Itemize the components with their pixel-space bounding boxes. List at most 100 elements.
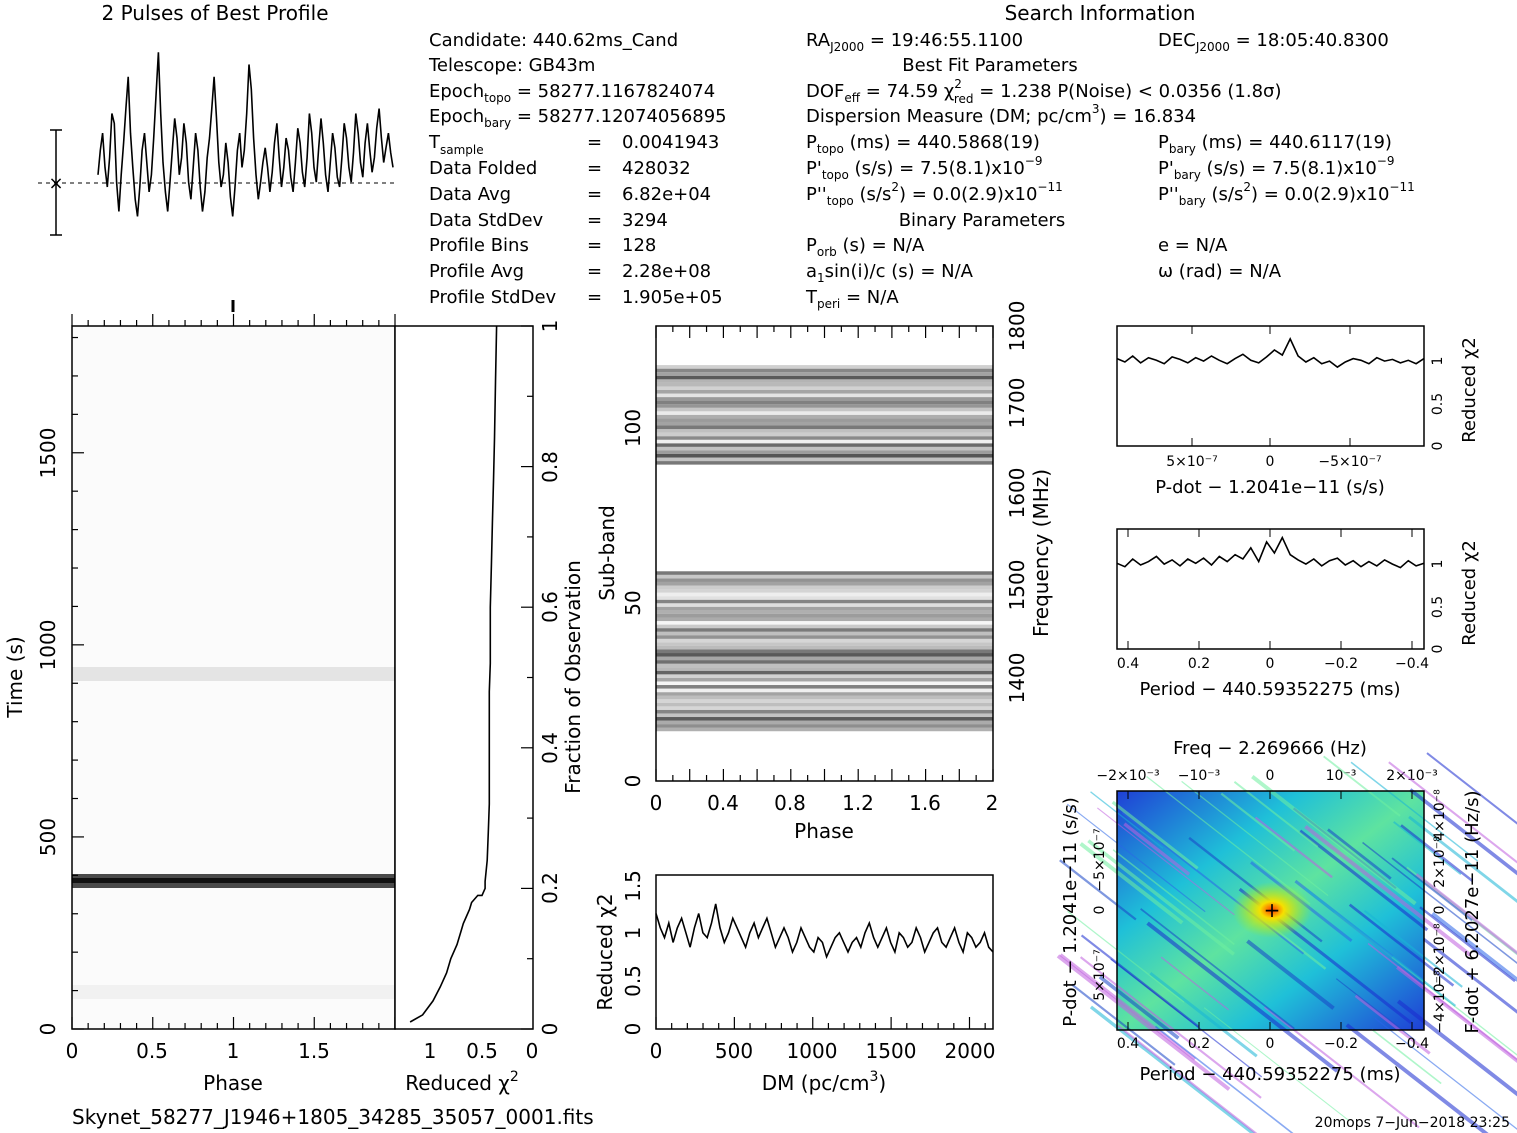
pp-streak <box>1400 824 1474 882</box>
cf-ytick-2: 0.4 <box>538 732 562 764</box>
pp-streak <box>1246 939 1335 1010</box>
subband-row <box>656 635 993 639</box>
tp-faint-row <box>72 985 395 999</box>
std-value: 3294 <box>622 210 668 231</box>
subband-row <box>656 368 993 373</box>
subband-row <box>656 574 993 579</box>
pstd-value: 1.905e+05 <box>622 287 723 308</box>
subband-row <box>656 670 993 675</box>
tp-bright-row <box>72 667 395 681</box>
cf-xtick-1: 0.5 <box>466 1039 498 1063</box>
sb-y2tick-1: 1500 <box>1005 560 1029 611</box>
dm-panel <box>655 874 994 1030</box>
pp-ylabel: P-dot − 1.2041e−11 (s/s) <box>1060 797 1081 1027</box>
avg-eq: = <box>587 184 602 205</box>
pp-streak <box>1123 822 1191 876</box>
telescope-text: Telescope: GB43m <box>428 55 595 76</box>
pdbary-text: P'bary (s/s) = 7.5(8.1)x10−9 <box>1158 154 1395 182</box>
pp-toptick-4: 2×10⁻³ <box>1386 768 1437 784</box>
pp-streak <box>1323 755 1401 817</box>
cf-y-ticklabels: 0 0.2 0.4 0.6 0.8 1 <box>538 320 562 1036</box>
pp-y-ticklabels: −5×10⁻⁷ 0 5×10⁻⁷ <box>1092 828 1108 1000</box>
period-chi2-line <box>1116 535 1425 569</box>
pp-y2label: F-dot + 6.2027e−11 (Hz/s) <box>1462 790 1483 1033</box>
subband-row <box>656 667 993 671</box>
profile-errorbar: × <box>38 129 395 236</box>
pdot-panel <box>1116 325 1425 447</box>
subband-row <box>656 365 993 369</box>
pp-streak <box>1110 958 1263 1078</box>
porb-text: Porb (s) = N/A <box>806 235 925 259</box>
cf-ylabel: Fraction of Observation <box>561 560 585 794</box>
tp-ylabel: Time (s) <box>3 636 27 718</box>
subband-row <box>656 656 993 661</box>
pd-xlabel: P-dot − 1.2041e−11 (s/s) <box>1155 477 1385 498</box>
pp-streak <box>1079 842 1184 925</box>
pstd-eq: = <box>587 287 602 308</box>
subband-row <box>656 450 993 454</box>
subband-row <box>656 432 993 437</box>
sb-y2tick-4: 1800 <box>1005 301 1029 352</box>
subband-row <box>656 379 993 383</box>
pd-ytick-0: 0 <box>1430 442 1446 451</box>
profile-title: 2 Pulses of Best Profile <box>102 1 329 25</box>
pp-streak <box>1233 781 1319 848</box>
pp-streak <box>1362 841 1517 964</box>
sb-y2tick-2: 1600 <box>1005 468 1029 519</box>
dec-text: DECJ2000 = 18:05:40.8300 <box>1158 30 1389 54</box>
pp-streak <box>1263 1006 1420 1129</box>
cf-ytick-1: 0.2 <box>538 872 562 904</box>
tp-ytick-2: 1000 <box>36 620 60 671</box>
pd-xtick-0: 5×10⁻⁷ <box>1166 454 1217 470</box>
subband-row <box>656 699 993 703</box>
sb-x-ticklabels: 0 0.4 0.8 1.2 1.6 2 <box>650 791 999 815</box>
pp-streak <box>1154 1025 1294 1133</box>
std-label: Data StdDev <box>429 210 544 231</box>
subband-row <box>656 592 993 597</box>
pp-xtick-4: −0.4 <box>1395 1036 1429 1052</box>
subband-row <box>656 621 993 625</box>
per-xtick-1: 0.2 <box>1188 656 1210 672</box>
pp-xtick-2: 0 <box>1266 1036 1275 1052</box>
dm-ytick-3: 1.5 <box>621 870 645 902</box>
pavg-value: 2.28e+08 <box>622 261 711 282</box>
pp-toptick-3: 10⁻³ <box>1326 768 1357 784</box>
pp-y2-ticklabels: −4×10⁻⁸ −2×10⁻⁸ 0 2×10⁻⁸ 4×10⁻⁸ <box>1432 789 1448 1034</box>
pp-streak <box>1090 791 1164 849</box>
pavg-eq: = <box>587 261 602 282</box>
pp-streak <box>1251 774 1417 906</box>
pp-streak <box>1350 761 1479 862</box>
folded-label: Data Folded <box>429 158 537 179</box>
tp-y-ticklabels: 0 500 1000 1500 <box>36 428 60 1036</box>
period-panel <box>1116 528 1425 650</box>
pp-xtick-1: 0.2 <box>1188 1036 1210 1052</box>
pp-y2tick-3: 2×10⁻⁸ <box>1432 836 1448 888</box>
footer-stamp: 20mops 7−Jun−2018 23:25 <box>1315 1115 1510 1131</box>
subband-row <box>656 397 993 401</box>
tsample-label: Tsample <box>428 132 484 157</box>
pp-streak <box>1415 873 1517 955</box>
binary-title: Binary Parameters <box>899 210 1066 231</box>
subband-row <box>656 645 993 650</box>
pp-streak <box>1059 953 1196 1061</box>
subband-row <box>656 685 993 689</box>
pp-streak <box>1348 903 1455 987</box>
subband-row <box>656 439 993 444</box>
cf-xtick-2: 0 <box>526 1039 539 1063</box>
subband-row <box>656 386 993 390</box>
tsample-eq: = <box>587 132 602 153</box>
pp-streak <box>1097 807 1235 916</box>
subband-row <box>656 461 993 465</box>
sb-y2-ticklabels: 1400 1500 1600 1700 1800 <box>1005 301 1029 704</box>
tperi-text: Tperi = N/A <box>805 287 899 311</box>
cf-ytick-3: 0.6 <box>538 591 562 623</box>
tp-xtick-3: 1.5 <box>298 1039 330 1063</box>
pp-streak <box>1181 780 1329 897</box>
dm-ytick-2: 1 <box>621 927 645 940</box>
dm-ytick-1: 0.5 <box>621 965 645 997</box>
cf-xlabel: Reduced χ2 <box>405 1069 519 1095</box>
sb-ytick-0: 0 <box>621 775 645 788</box>
sb-xtick-2: 0.8 <box>774 791 806 815</box>
pp-xlabel: Period − 440.59352275 (ms) <box>1139 1064 1400 1085</box>
